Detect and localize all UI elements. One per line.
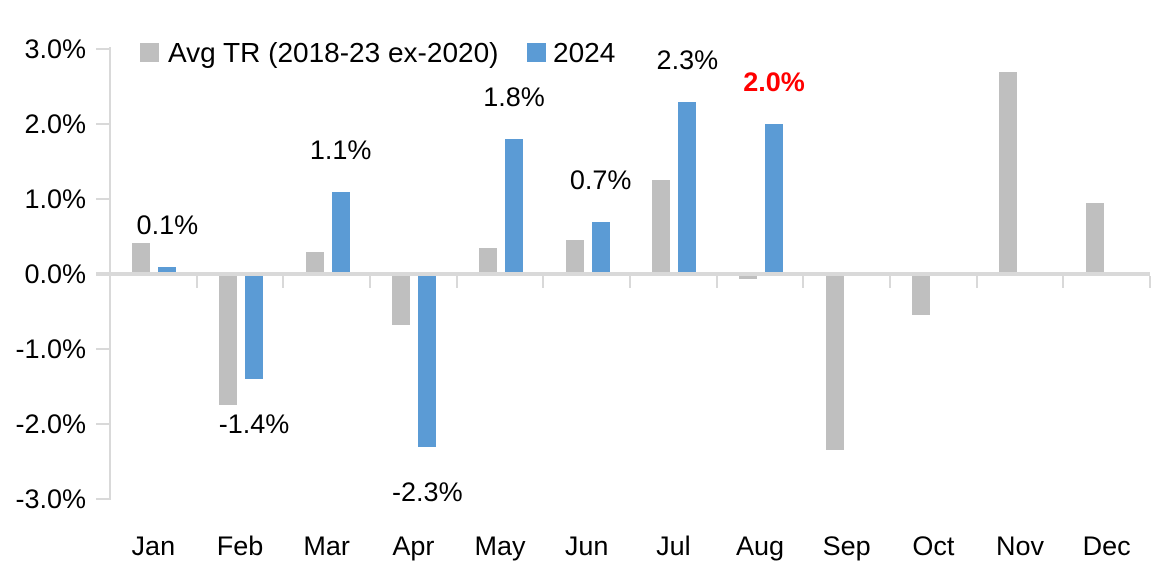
bar-avg-tr-may (479, 247, 497, 274)
x-axis-tick-mark (889, 276, 891, 288)
bar-avg-tr-nov (999, 71, 1017, 274)
y-axis-tick-mark (96, 423, 110, 425)
bar-avg-tr-apr (392, 274, 411, 325)
y-axis-tick-label: 2.0% (24, 109, 86, 139)
y-axis-tick-label: 0.0% (24, 259, 86, 289)
legend-swatch-2024 (527, 43, 546, 62)
x-axis-tick-mark (455, 276, 458, 288)
bar-avg-tr-sep (825, 274, 844, 451)
x-axis-label-jan: Jan (131, 531, 176, 561)
bar-avg-tr-jan (132, 242, 151, 274)
x-axis-tick-mark (802, 276, 805, 288)
x-axis-tick-mark (1149, 276, 1151, 288)
data-label-may: 1.8% (483, 82, 545, 112)
data-label-feb: -1.4% (218, 409, 290, 439)
y-axis-tick-mark (96, 198, 110, 200)
bar-avg-tr-jun (565, 240, 584, 274)
x-axis-tick-mark (975, 276, 978, 288)
bar-2024-jun (591, 221, 610, 274)
bar-2024-may (505, 139, 523, 274)
x-axis-label-sep: Sep (822, 531, 871, 561)
legend-label-avg-tr: Avg TR (2018-23 ex-2020) (168, 37, 499, 68)
x-axis-label-jun: Jun (564, 531, 609, 561)
legend-swatch-avg-tr (140, 43, 159, 62)
data-label-apr: -2.3% (392, 476, 463, 507)
x-axis-tick-mark (1062, 276, 1065, 288)
x-axis-label-may: May (474, 531, 526, 561)
y-axis-tick-label: -2.0% (15, 409, 86, 439)
bar-avg-tr-mar (305, 251, 324, 274)
y-axis-tick-mark (96, 123, 110, 125)
x-axis-label-jul: Jul (656, 531, 691, 561)
x-axis-label-oct: Oct (912, 531, 955, 561)
x-axis-label-feb: Feb (216, 531, 264, 561)
data-label-jun: 0.7% (569, 164, 632, 195)
bar-2024-feb (245, 274, 263, 379)
y-axis-tick-label: 1.0% (24, 184, 86, 214)
bar-avg-tr-dec (1085, 202, 1104, 274)
y-axis-tick-label: -3.0% (15, 484, 86, 514)
bar-2024-mar (331, 191, 350, 274)
legend-label-2024: 2024 (553, 37, 616, 68)
x-axis-line (96, 272, 1150, 276)
x-axis-tick-mark (282, 276, 285, 288)
bar-2024-apr (418, 274, 437, 447)
bar-2024-aug (765, 124, 783, 274)
bar-avg-tr-oct (912, 274, 931, 316)
x-axis-tick-mark (629, 276, 631, 288)
y-axis-tick-mark (96, 348, 110, 350)
y-axis-tick-label: 3.0% (24, 34, 86, 64)
data-label-jan: 0.1% (136, 209, 199, 240)
data-label-jul: 2.3% (656, 44, 719, 75)
bar-avg-tr-feb (219, 274, 237, 406)
data-label-mar: 1.1% (309, 134, 372, 165)
y-axis-tick-mark (96, 498, 110, 500)
x-axis-label-aug: Aug (735, 531, 784, 561)
x-axis-label-apr: Apr (392, 531, 435, 561)
x-axis-label-nov: Nov (995, 531, 1044, 561)
y-axis-tick-label: -1.0% (15, 334, 86, 364)
x-axis-tick-mark (542, 276, 545, 288)
x-axis-label-dec: Dec (1082, 531, 1131, 561)
bar-2024-jul (678, 101, 697, 274)
x-axis-tick-mark (369, 276, 371, 288)
bar-avg-tr-jul (652, 180, 671, 274)
bar-avg-tr-aug (739, 274, 757, 280)
data-label-aug: 2.0% (743, 67, 805, 97)
y-axis-tick-mark (96, 48, 110, 50)
x-axis-tick-mark (715, 276, 718, 288)
x-axis-tick-mark (195, 276, 198, 288)
bar-2024-jan (158, 266, 177, 274)
x-axis-label-mar: Mar (303, 531, 350, 561)
